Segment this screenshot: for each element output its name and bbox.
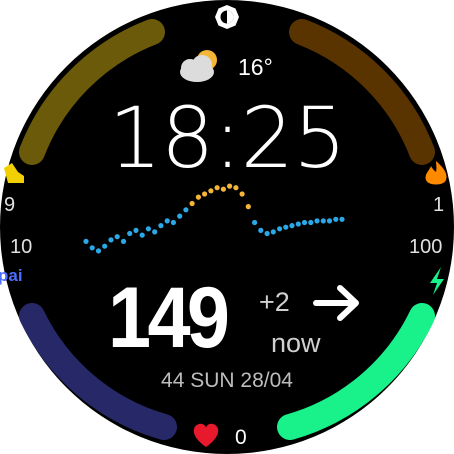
graph-point — [102, 243, 108, 249]
bottom-right-arc[interactable] — [277, 303, 435, 440]
graph-point — [145, 226, 151, 232]
graph-point — [152, 229, 158, 235]
graph-point — [270, 229, 276, 235]
heart-count: 0 — [235, 426, 247, 449]
top-right-arc[interactable] — [289, 19, 435, 165]
arrow-right-icon — [313, 285, 359, 321]
graph-point — [233, 185, 239, 191]
right-mid-value: 100 — [409, 236, 443, 258]
graph-point — [264, 230, 270, 237]
glucose-updated: now — [271, 328, 321, 358]
flame-icon[interactable] — [425, 161, 447, 185]
graph-point — [195, 194, 201, 200]
graph-point — [308, 219, 314, 226]
graph-point — [239, 191, 245, 197]
graph-point — [245, 204, 251, 210]
graph-point — [83, 238, 89, 244]
graph-point — [164, 218, 170, 224]
graph-point — [333, 216, 339, 222]
graph-point — [120, 238, 127, 244]
graph-point — [158, 223, 164, 229]
temperature: 16° — [238, 54, 273, 80]
graph-point — [202, 191, 208, 197]
graph-point — [295, 221, 301, 227]
steps-value: 9 — [4, 194, 16, 216]
graph-point — [139, 232, 145, 238]
graph-point — [177, 213, 183, 219]
graph-point — [89, 245, 95, 251]
bottom-left-arc[interactable] — [19, 303, 177, 440]
graph-point — [95, 248, 102, 254]
graph-point — [208, 188, 214, 194]
graph-point — [183, 207, 189, 213]
graph-point — [227, 183, 233, 189]
graph-point — [301, 219, 308, 226]
graph-point — [114, 234, 120, 240]
glucose-value[interactable]: 149 — [108, 270, 230, 366]
graph-point — [133, 227, 139, 233]
clock-time[interactable]: 18:25 — [108, 89, 346, 187]
graph-point — [320, 218, 326, 224]
graph-point — [220, 186, 226, 192]
graph-point — [314, 218, 320, 224]
graph-point — [339, 216, 345, 222]
graph-point — [289, 223, 295, 229]
graph-point — [170, 219, 176, 226]
graph-point — [127, 230, 133, 237]
graph-point — [189, 200, 195, 207]
graph-point — [108, 237, 114, 243]
date-line[interactable]: 44 SUN 28/04 — [161, 369, 293, 392]
left-mid-value: 10 — [10, 236, 33, 258]
pai-label[interactable]: pai — [0, 266, 23, 285]
graph-point — [252, 219, 258, 226]
partly-cloudy-icon — [180, 50, 217, 82]
graph-point — [277, 226, 283, 232]
top-left-arc[interactable] — [19, 19, 165, 165]
graph-point — [283, 224, 289, 230]
bolt-icon[interactable] — [430, 267, 444, 295]
glucose-delta: +2 — [259, 287, 290, 317]
shoe-icon[interactable] — [4, 163, 24, 183]
glucose-graph — [83, 183, 345, 254]
heart-icon[interactable] — [193, 423, 219, 447]
calories-value: 1 — [433, 194, 445, 216]
graph-point — [214, 185, 220, 191]
graph-point — [258, 227, 264, 233]
brightness-icon[interactable] — [215, 5, 239, 29]
graph-point — [326, 218, 333, 224]
